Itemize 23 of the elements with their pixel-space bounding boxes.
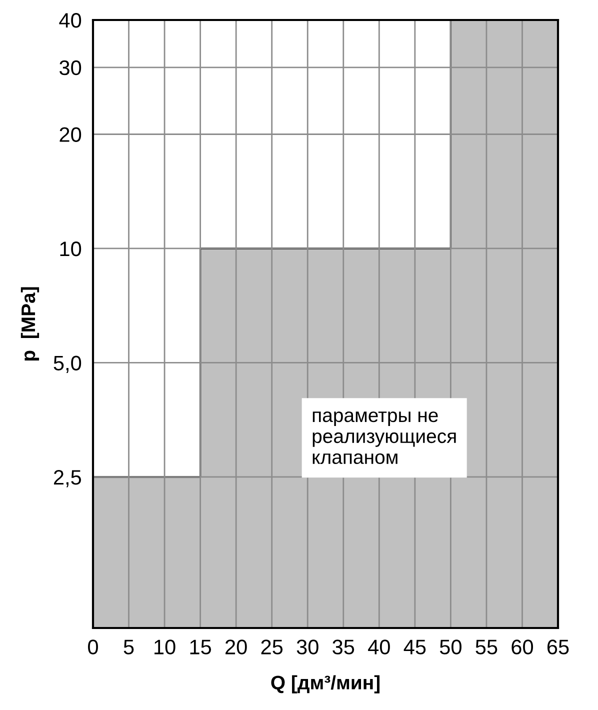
x-tick-label: 30 <box>296 640 318 654</box>
x-tick-label: 20 <box>226 640 247 654</box>
x-axis-title: Q [дм³/мин] <box>271 675 380 694</box>
y-tick-label: 40 <box>59 13 82 28</box>
x-tick-label: 40 <box>368 640 390 654</box>
x-tick-label: 50 <box>440 640 462 654</box>
x-tick-label: 25 <box>261 640 283 654</box>
y-tick-label: 5,0 <box>54 356 82 373</box>
y-tick-label: 10 <box>60 241 82 256</box>
x-tick-label: 0 <box>88 640 98 654</box>
x-tick-label: 5 <box>124 640 134 654</box>
annotation: параметры не реализующиеся клапаном <box>312 411 456 464</box>
x-tick-label: 10 <box>154 640 176 654</box>
x-tick-label: 35 <box>332 640 354 654</box>
y-tick-label: 20 <box>60 127 82 142</box>
x-tick-label: 55 <box>476 640 498 654</box>
y-tick-label: 2,5 <box>54 470 82 488</box>
y-axis-title: p [MPa] <box>20 287 40 361</box>
x-tick-label: 15 <box>190 640 212 654</box>
x-tick-label: 45 <box>404 640 426 654</box>
x-tick-label: 65 <box>547 640 569 654</box>
x-tick-label: 60 <box>512 640 534 654</box>
y-tick-label: 30 <box>60 60 82 76</box>
